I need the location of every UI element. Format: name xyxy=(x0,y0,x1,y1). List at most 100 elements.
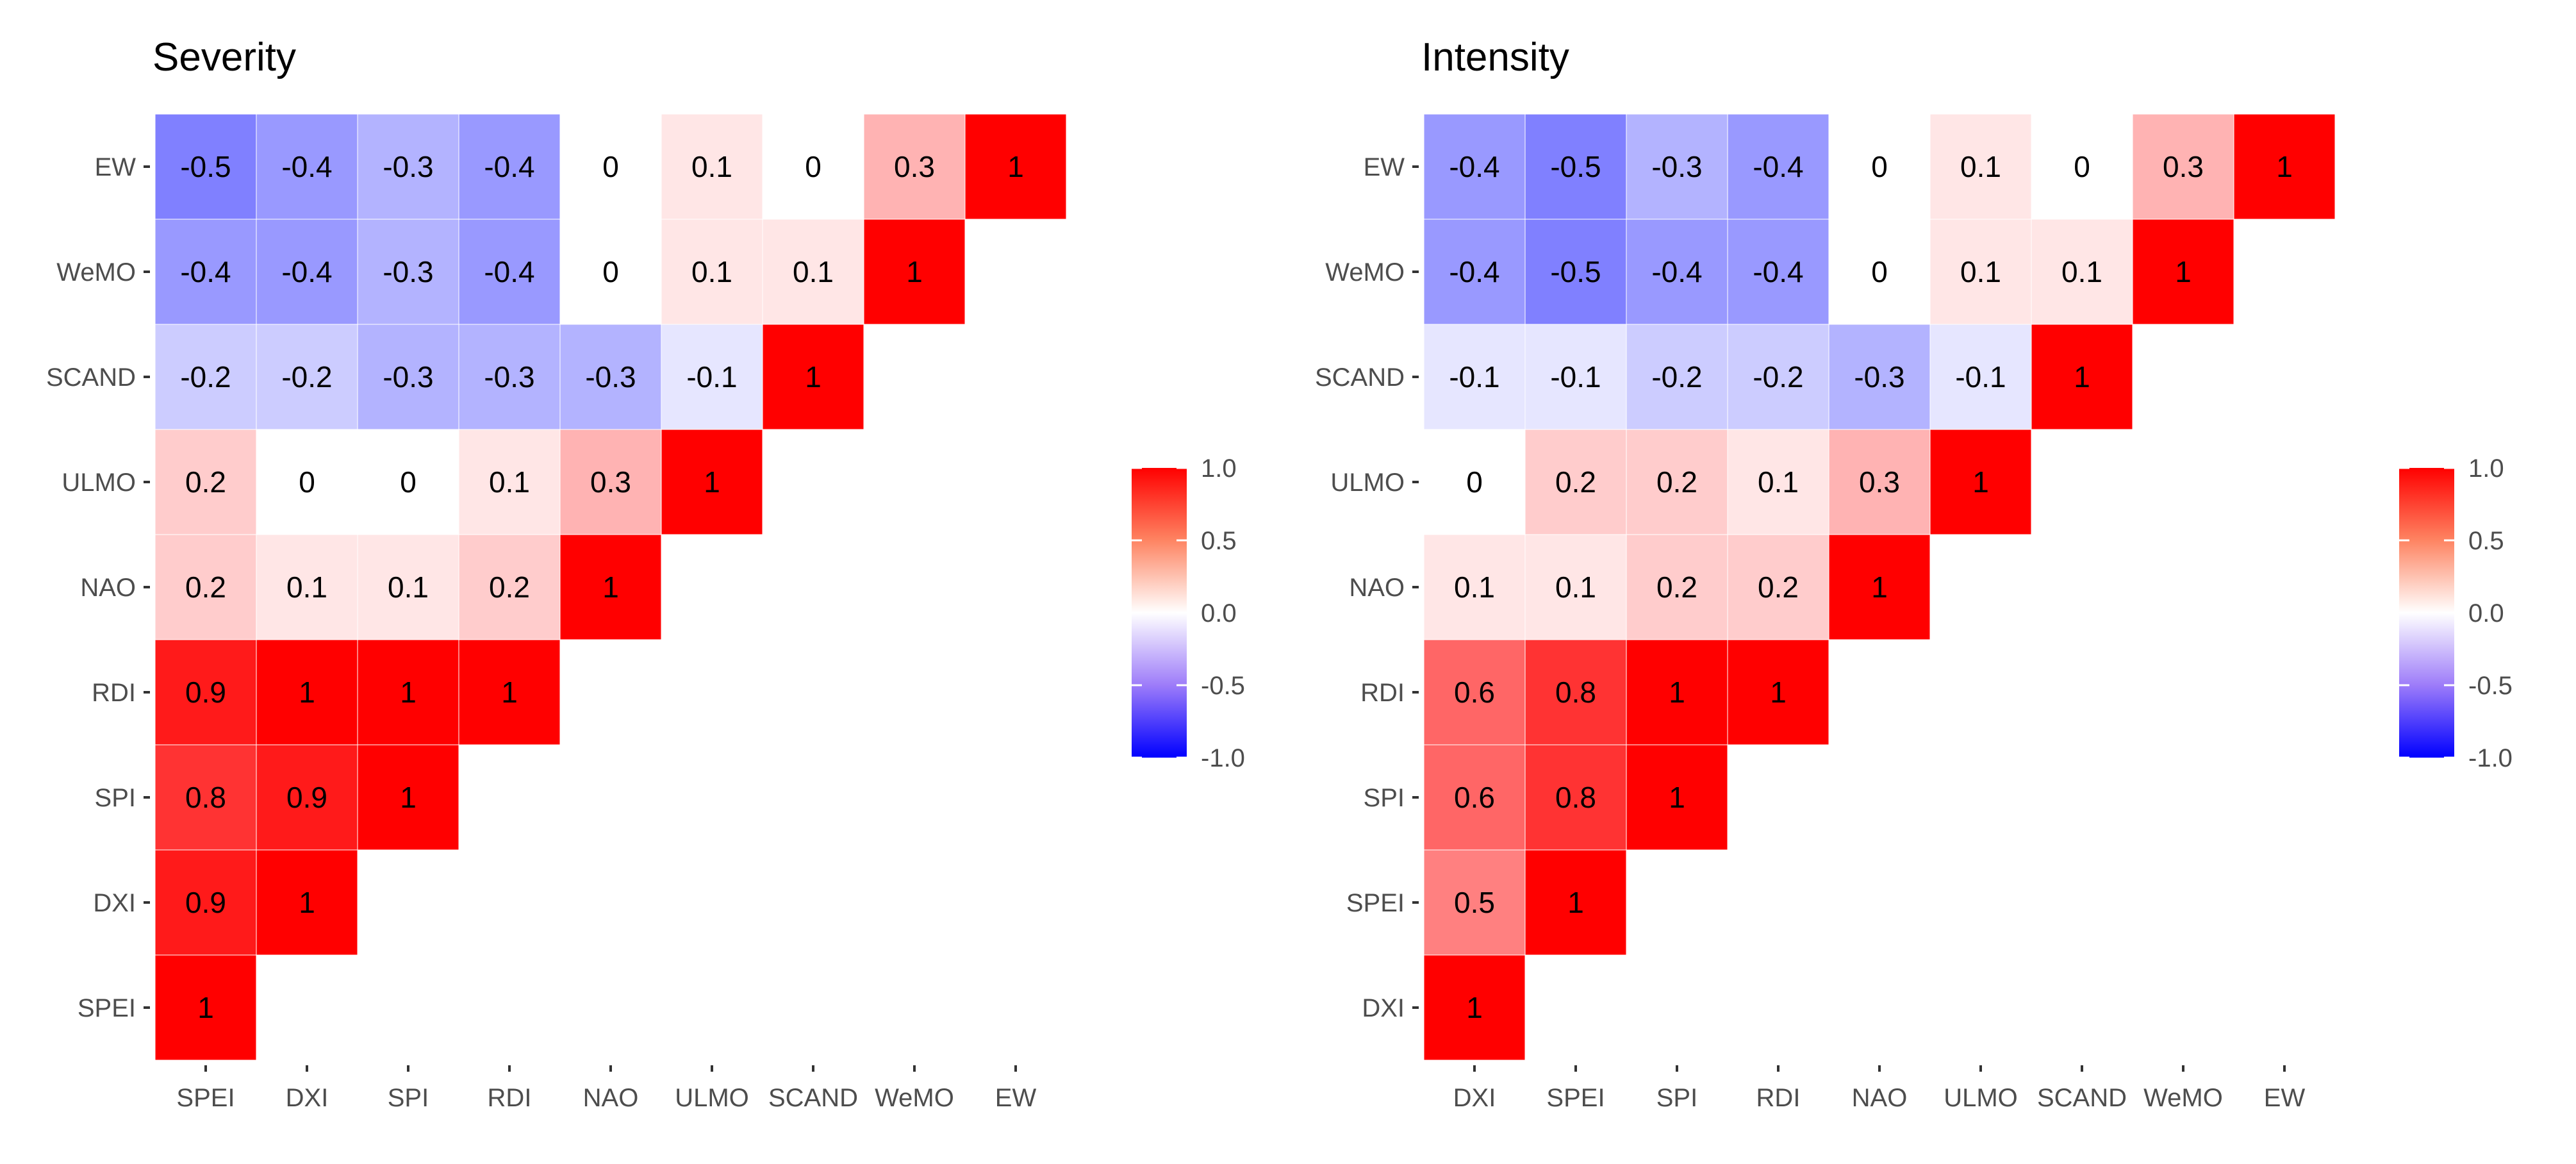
cell-value-label: 0.1 xyxy=(388,570,429,604)
cell-value-label: -0.1 xyxy=(1550,360,1601,394)
heatmap-cell xyxy=(661,324,763,430)
heatmap-cell xyxy=(1929,113,2032,220)
cell-value-label: 0.5 xyxy=(1454,886,1495,919)
heatmap-cell xyxy=(256,639,358,745)
heatmap-cell xyxy=(1423,534,1526,640)
cell-value-label: 0 xyxy=(1466,465,1483,499)
y-tick-label: DXI xyxy=(1362,994,1405,1022)
cell-value-label: 0 xyxy=(400,465,417,499)
heatmap-cell xyxy=(1727,113,1829,220)
heatmap-cell xyxy=(661,219,763,325)
heatmap-cell xyxy=(1626,534,1728,640)
cell-value-label: -0.2 xyxy=(1753,360,1803,394)
x-tick-label: SCAND xyxy=(2037,1084,2127,1112)
heatmap-cell xyxy=(1524,639,1627,745)
heatmap-cell xyxy=(559,113,662,220)
cell-value-label: 0.1 xyxy=(793,255,834,288)
heatmap-cell xyxy=(1524,429,1627,535)
heatmap-cell xyxy=(357,219,459,325)
heatmap-cell xyxy=(1828,429,1931,535)
heatmap-cell xyxy=(1626,639,1728,745)
cell-value-label: 1 xyxy=(602,570,619,604)
x-tick-label: EW xyxy=(2264,1084,2306,1112)
legend-tick-label: -1.0 xyxy=(1201,744,1245,772)
heatmap-cell xyxy=(1929,429,2032,535)
cell-value-label: 0.3 xyxy=(590,465,631,499)
cell-value-label: 0.2 xyxy=(1758,570,1799,604)
y-tick-label: WeMO xyxy=(1325,258,1405,287)
y-tick-label: NAO xyxy=(80,574,136,602)
cell-value-label: -0.1 xyxy=(686,360,737,394)
cell-value-label: 0.8 xyxy=(1555,781,1596,814)
heatmap-cell xyxy=(1626,219,1728,325)
intensity-y-axis: DXI SPEI SPI RDI NAO ULMO SCAND WeMO EW xyxy=(1315,153,1419,1022)
heatmap-cell xyxy=(1929,324,2032,430)
x-tick-label: RDI xyxy=(488,1084,532,1112)
heatmap-cell xyxy=(154,429,257,535)
heatmap-cell xyxy=(964,113,1067,220)
heatmap-cell xyxy=(154,113,257,220)
severity-y-axis: SPEI DXI SPI RDI NAO ULMO SCAND WeMO EW xyxy=(46,153,150,1022)
heatmap-cell xyxy=(1929,219,2032,325)
cell-value-label: -0.4 xyxy=(1449,255,1499,288)
cell-value-label: 0.2 xyxy=(1555,465,1596,499)
y-tick-label: ULMO xyxy=(62,469,136,497)
intensity-title: Intensity xyxy=(1421,35,1569,79)
intensity-legend: 1.0 0.5 0.0 -0.5 -1.0 xyxy=(2399,454,2513,772)
heatmap-cell xyxy=(256,534,358,640)
cell-value-label: -0.1 xyxy=(1955,360,2006,394)
heatmap-cell xyxy=(154,639,257,745)
cell-value-label: 0.2 xyxy=(185,465,226,499)
heatmap-cell xyxy=(154,954,257,1061)
x-tick-label: WeMO xyxy=(2143,1084,2223,1112)
cell-value-label: -0.4 xyxy=(484,255,534,288)
legend-tick-label: 1.0 xyxy=(2468,454,2504,483)
cell-value-label: 1 xyxy=(299,886,315,919)
cell-value-label: 0.2 xyxy=(1656,570,1697,604)
cell-value-label: 1 xyxy=(1567,886,1584,919)
heatmap-cell xyxy=(458,113,561,220)
heatmap-cell xyxy=(1828,534,1931,640)
cell-value-label: 1 xyxy=(400,781,417,814)
legend-tick-label: -0.5 xyxy=(2468,672,2513,700)
severity-heatmap-panel: Severity 10.9 10.8 0.9 10.9 1 1 10.2 0.1 0.1 0.2 1… xyxy=(46,35,1245,1112)
heatmap-cell xyxy=(256,113,358,220)
intensity-x-axis: DXI SPEI SPI RDI NAO ULMO SCAND WeMO EW xyxy=(1453,1065,2306,1112)
cell-value-label: -0.2 xyxy=(281,360,332,394)
heatmap-cell xyxy=(2233,113,2336,220)
heatmap-cell xyxy=(1727,324,1829,430)
heatmap-cell xyxy=(2132,219,2234,325)
cell-value-label: 0.9 xyxy=(185,886,226,919)
severity-cells: 1 0.9 1 0.8 0.9 1 0.9 1 1 1 0.2 0.1 0.1 0.2 1 0.2 0 0 0.1 0… xyxy=(154,113,1067,1061)
cell-value-label: 1 xyxy=(805,360,822,394)
y-tick-label: NAO xyxy=(1349,574,1405,602)
heatmap-cell xyxy=(661,113,763,220)
cell-value-label: 1 xyxy=(1007,150,1024,183)
cell-value-label: -0.3 xyxy=(383,360,433,394)
heatmap-cell xyxy=(863,219,966,325)
cell-value-label: -0.4 xyxy=(1753,150,1803,183)
cell-value-label: -0.3 xyxy=(1651,150,1702,183)
cell-value-label: -0.3 xyxy=(585,360,636,394)
severity-x-axis: SPEI DXI SPI RDI NAO ULMO SCAND WeMO EW xyxy=(176,1065,1036,1112)
cell-value-label: -0.4 xyxy=(281,150,332,183)
cell-value-label: 1 xyxy=(1770,676,1787,709)
cell-value-label: 0.3 xyxy=(894,150,935,183)
heatmap-cell xyxy=(1524,849,1627,956)
cell-value-label: -0.5 xyxy=(180,150,231,183)
cell-value-label: 1 xyxy=(1972,465,1989,499)
cell-value-label: -0.2 xyxy=(1651,360,1702,394)
heatmap-cell xyxy=(2031,113,2133,220)
heatmap-cell xyxy=(458,429,561,535)
heatmap-cell xyxy=(458,324,561,430)
x-tick-label: NAO xyxy=(583,1084,639,1112)
severity-legend-ticks: 1.0 0.5 0.0 -0.5 -1.0 xyxy=(1132,454,1245,772)
cell-value-label: 0.3 xyxy=(1859,465,1900,499)
heatmap-cell xyxy=(559,324,662,430)
x-tick-label: SPEI xyxy=(176,1084,235,1112)
heatmap-cell xyxy=(762,324,864,430)
x-tick-label: ULMO xyxy=(1944,1084,2018,1112)
cell-value-label: 1 xyxy=(501,676,518,709)
heatmap-cell xyxy=(762,113,864,220)
